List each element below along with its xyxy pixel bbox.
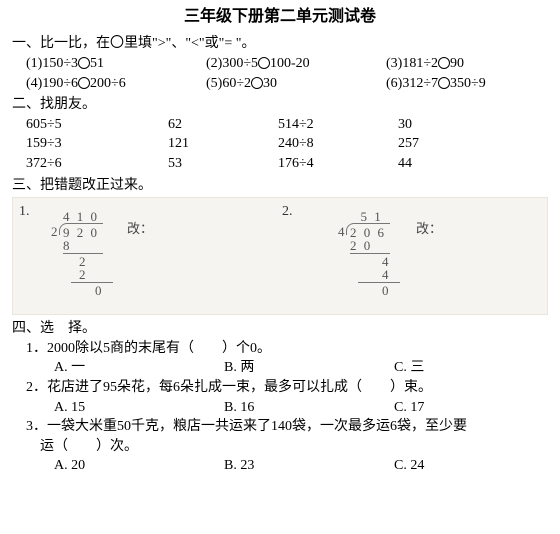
problem-2: 2. 5 1 4 2 0 6 2 0 4 4 0 改： — [280, 204, 543, 310]
q1-row-2: (4)190÷6200÷6 (5)60÷230 (6)312÷7350÷9 — [12, 74, 548, 94]
q4-2-options: A. 15 B. 16 C. 17 — [12, 398, 548, 418]
correction-label: 改： — [127, 220, 153, 238]
work-row: 2 — [63, 255, 113, 268]
circle-icon — [78, 57, 90, 69]
section-3-head: 三、把错题改正过来。 — [12, 176, 548, 196]
q2-cell: 30 — [398, 115, 478, 135]
work-row: 0 — [63, 284, 113, 297]
q4-2-text: 2．花店进了95朵花，每6朵扎成一束，最多可以扎成（ ）束。 — [12, 378, 548, 398]
q1-6: (6)312÷7350÷9 — [386, 74, 526, 94]
long-division-2: 5 1 4 2 0 6 2 0 4 4 0 — [350, 210, 400, 297]
option-b: B. 16 — [224, 398, 394, 418]
section-1-head: 一、比一比，在〇里填">"、"<"或"= "。 — [12, 34, 548, 54]
q4-1-options: A. 一 B. 两 C. 三 — [12, 358, 548, 378]
q2-row: 159÷3 121 240÷8 257 — [12, 134, 548, 154]
option-b: B. 23 — [224, 456, 394, 476]
q2-cell: 605÷5 — [26, 115, 168, 135]
circle-icon — [438, 77, 450, 89]
quotient: 4 1 0 — [63, 210, 113, 223]
q1-3: (3)181÷290 — [386, 54, 526, 74]
q1-1: (1)150÷351 — [26, 54, 206, 74]
option-c: C. 三 — [394, 358, 514, 378]
problem-1: 1. 4 1 0 2 9 2 0 8 2 2 0 改： — [17, 204, 280, 310]
work-row: 2 — [63, 268, 113, 281]
long-division-1: 4 1 0 2 9 2 0 8 2 2 0 — [63, 210, 113, 297]
division-bracket-icon — [59, 223, 103, 235]
divisor: 4 — [338, 225, 345, 238]
q4-3-text-1: 3．一袋大米重50千克，粮店一共运来了140袋，一次最多运6袋，至少要 — [12, 417, 548, 437]
q4-3-options: A. 20 B. 23 C. 24 — [12, 456, 548, 476]
option-c: C. 24 — [394, 456, 514, 476]
work-row: 4 — [350, 268, 400, 281]
q2-cell: 240÷8 — [278, 134, 398, 154]
q2-cell: 514÷2 — [278, 115, 398, 135]
option-a: A. 20 — [54, 456, 224, 476]
work-row: 8 — [63, 239, 113, 252]
q2-cell: 176÷4 — [278, 154, 398, 174]
circle-icon — [438, 57, 450, 69]
q2-cell: 257 — [398, 134, 478, 154]
circle-icon — [78, 77, 90, 89]
q2-row: 605÷5 62 514÷2 30 — [12, 115, 548, 135]
q2-cell: 372÷6 — [26, 154, 168, 174]
q2-row: 372÷6 53 176÷4 44 — [12, 154, 548, 174]
option-a: A. 15 — [54, 398, 224, 418]
q1-row-1: (1)150÷351 (2)300÷5100-20 (3)181÷290 — [12, 54, 548, 74]
correction-label: 改： — [416, 220, 442, 238]
problem-2-label: 2. — [282, 202, 293, 222]
work-row: 2 0 — [350, 239, 400, 252]
correction-box: 1. 4 1 0 2 9 2 0 8 2 2 0 改： 2. 5 1 4 2 0… — [12, 197, 548, 315]
quotient: 5 1 — [350, 210, 400, 223]
section-2-head: 二、找朋友。 — [12, 95, 548, 115]
circle-icon — [258, 57, 270, 69]
page-title: 三年级下册第二单元测试卷 — [12, 6, 548, 28]
option-c: C. 17 — [394, 398, 514, 418]
work-row: 4 — [350, 255, 400, 268]
q1-5: (5)60÷230 — [206, 74, 386, 94]
circle-icon — [251, 77, 263, 89]
q2-cell: 159÷3 — [26, 134, 168, 154]
problem-1-label: 1. — [19, 202, 30, 222]
q4-1-text: 1．2000除以5商的末尾有（ ）个0。 — [12, 339, 548, 359]
divisor: 2 — [51, 225, 58, 238]
division-bracket-icon — [346, 223, 390, 235]
work-row: 0 — [350, 284, 400, 297]
q4-3-text-2: 运（ ）次。 — [12, 437, 548, 457]
q2-cell: 121 — [168, 134, 278, 154]
q2-cell: 53 — [168, 154, 278, 174]
q2-cell: 44 — [398, 154, 478, 174]
option-a: A. 一 — [54, 358, 224, 378]
division-line — [358, 282, 400, 283]
q1-4: (4)190÷6200÷6 — [26, 74, 206, 94]
q1-2: (2)300÷5100-20 — [206, 54, 386, 74]
division-line — [71, 282, 113, 283]
option-b: B. 两 — [224, 358, 394, 378]
q2-cell: 62 — [168, 115, 278, 135]
section-4-head: 四、选 择。 — [12, 319, 548, 339]
